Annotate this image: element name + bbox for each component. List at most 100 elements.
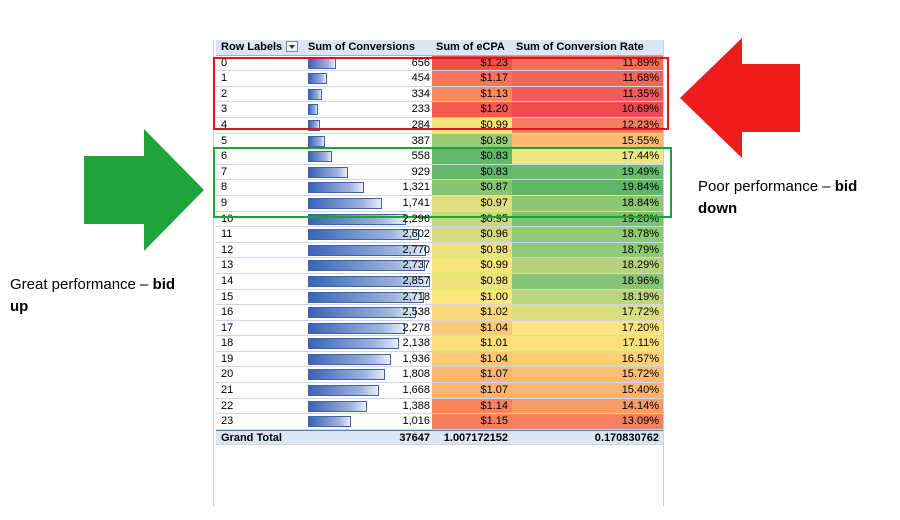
ecpa-cell[interactable]: $0.96 bbox=[432, 227, 512, 242]
conversions-cell[interactable]: 558 bbox=[306, 149, 432, 164]
conversion-rate-cell[interactable]: 18.19% bbox=[512, 289, 663, 305]
ecpa-cell[interactable]: $1.15 bbox=[432, 414, 512, 429]
conversions-cell[interactable]: 2,278 bbox=[306, 321, 432, 336]
hour-label[interactable]: 9 bbox=[221, 196, 228, 209]
conversions-cell[interactable]: 2,296 bbox=[306, 212, 432, 227]
conversion-rate-cell[interactable]: 15.55% bbox=[512, 133, 663, 149]
ecpa-cell[interactable]: $1.04 bbox=[432, 351, 512, 367]
hour-label[interactable]: 6 bbox=[221, 150, 228, 163]
ecpa-cell[interactable]: $1.13 bbox=[432, 86, 512, 102]
conversion-rate-cell[interactable]: 10.69% bbox=[512, 102, 663, 117]
hour-label[interactable]: 5 bbox=[221, 134, 228, 147]
grand-total-conversions[interactable]: 37647 bbox=[399, 431, 430, 444]
hour-label[interactable]: 1 bbox=[221, 72, 228, 85]
hour-label[interactable]: 4 bbox=[221, 118, 228, 131]
conversion-rate-cell[interactable]: 19.49% bbox=[512, 164, 663, 180]
conversions-cell[interactable]: 2,602 bbox=[306, 227, 432, 242]
hour-label[interactable]: 22 bbox=[221, 399, 234, 412]
conversion-rate-cell[interactable]: 19.20% bbox=[512, 211, 663, 227]
conversions-cell[interactable]: 233 bbox=[306, 102, 432, 117]
conversion-rate-cell[interactable]: 18.84% bbox=[512, 195, 663, 211]
ecpa-cell[interactable]: $0.98 bbox=[432, 242, 512, 258]
ecpa-cell[interactable]: $0.87 bbox=[432, 180, 512, 195]
hour-label[interactable]: 21 bbox=[221, 384, 234, 397]
conversion-rate-cell[interactable]: 11.35% bbox=[512, 86, 663, 102]
grand-total-label[interactable]: Grand Total bbox=[221, 431, 282, 444]
hour-label[interactable]: 0 bbox=[221, 56, 228, 69]
conversion-rate-cell[interactable]: 15.40% bbox=[512, 383, 663, 398]
hour-label[interactable]: 17 bbox=[221, 321, 234, 334]
ecpa-cell[interactable]: $0.99 bbox=[432, 258, 512, 273]
grand-total-ecpa[interactable]: 1.007172152 bbox=[443, 431, 508, 444]
ecpa-cell[interactable]: $1.17 bbox=[432, 71, 512, 86]
conversion-rate-header[interactable]: Sum of Conversion Rate bbox=[516, 41, 644, 53]
conversions-cell[interactable]: 1,808 bbox=[306, 367, 432, 382]
conversions-cell[interactable]: 2,538 bbox=[306, 305, 432, 320]
conversions-cell[interactable]: 1,668 bbox=[306, 383, 432, 398]
hour-label[interactable]: 8 bbox=[221, 181, 228, 194]
ecpa-cell[interactable]: $1.02 bbox=[432, 305, 512, 320]
ecpa-cell[interactable]: $0.89 bbox=[432, 133, 512, 149]
hour-label[interactable]: 18 bbox=[221, 337, 234, 350]
hour-label[interactable]: 15 bbox=[221, 290, 234, 303]
conversions-cell[interactable]: 1,388 bbox=[306, 399, 432, 414]
conversions-cell[interactable]: 1,321 bbox=[306, 180, 432, 195]
ecpa-cell[interactable]: $0.95 bbox=[432, 211, 512, 227]
conversions-cell[interactable]: 2,737 bbox=[306, 258, 432, 273]
conversions-cell[interactable]: 387 bbox=[306, 134, 432, 149]
conversions-cell[interactable]: 334 bbox=[306, 87, 432, 102]
ecpa-cell[interactable]: $1.23 bbox=[432, 55, 512, 71]
hour-label[interactable]: 20 bbox=[221, 368, 234, 381]
conversions-cell[interactable]: 2,138 bbox=[306, 336, 432, 351]
ecpa-cell[interactable]: $1.01 bbox=[432, 336, 512, 351]
ecpa-cell[interactable]: $1.20 bbox=[432, 102, 512, 117]
conversions-cell[interactable]: 454 bbox=[306, 71, 432, 86]
filter-dropdown-icon[interactable] bbox=[286, 41, 299, 52]
row-labels-header[interactable]: Row Labels bbox=[216, 40, 306, 55]
hour-label[interactable]: 2 bbox=[221, 87, 228, 100]
conversion-rate-cell[interactable]: 17.11% bbox=[512, 336, 663, 351]
hour-label[interactable]: 11 bbox=[221, 228, 233, 241]
conversions-header[interactable]: Sum of Conversions bbox=[308, 41, 415, 53]
conversion-rate-cell[interactable]: 18.96% bbox=[512, 273, 663, 289]
conversion-rate-cell[interactable]: 17.44% bbox=[512, 149, 663, 164]
ecpa-cell[interactable]: $0.83 bbox=[432, 149, 512, 164]
hour-label[interactable]: 10 bbox=[221, 212, 234, 225]
ecpa-cell[interactable]: $1.00 bbox=[432, 289, 512, 305]
conversions-cell[interactable]: 1,016 bbox=[306, 414, 432, 429]
conversion-rate-cell[interactable]: 17.72% bbox=[512, 305, 663, 320]
ecpa-cell[interactable]: $0.83 bbox=[432, 164, 512, 180]
conversions-cell[interactable]: 284 bbox=[306, 118, 432, 133]
conversion-rate-cell[interactable]: 18.78% bbox=[512, 227, 663, 242]
hour-label[interactable]: 19 bbox=[221, 352, 234, 365]
conversions-cell[interactable]: 2,770 bbox=[306, 243, 432, 258]
hour-label[interactable]: 14 bbox=[221, 274, 234, 287]
conversion-rate-cell[interactable]: 11.68% bbox=[512, 71, 663, 86]
ecpa-cell[interactable]: $1.04 bbox=[432, 320, 512, 336]
conversion-rate-cell[interactable]: 13.09% bbox=[512, 414, 663, 429]
ecpa-cell[interactable]: $0.98 bbox=[432, 273, 512, 289]
ecpa-cell[interactable]: $1.07 bbox=[432, 383, 512, 398]
conversion-rate-cell[interactable]: 18.29% bbox=[512, 258, 663, 273]
hour-label[interactable]: 3 bbox=[221, 103, 228, 116]
hour-label[interactable]: 12 bbox=[221, 243, 234, 256]
conversion-rate-cell[interactable]: 14.14% bbox=[512, 398, 663, 414]
conversion-rate-cell[interactable]: 11.89% bbox=[512, 55, 663, 71]
grand-total-conversion-rate[interactable]: 0.170830762 bbox=[594, 431, 659, 444]
conversion-rate-cell[interactable]: 18.79% bbox=[512, 242, 663, 258]
conversion-rate-cell[interactable]: 15.72% bbox=[512, 367, 663, 383]
conversions-cell[interactable]: 1,741 bbox=[306, 196, 432, 211]
hour-label[interactable]: 16 bbox=[221, 306, 234, 319]
conversions-cell[interactable]: 929 bbox=[306, 165, 432, 180]
ecpa-cell[interactable]: $1.07 bbox=[432, 367, 512, 383]
hour-label[interactable]: 7 bbox=[221, 165, 228, 178]
conversion-rate-cell[interactable]: 17.20% bbox=[512, 320, 663, 336]
conversion-rate-cell[interactable]: 19.84% bbox=[512, 180, 663, 195]
conversions-cell[interactable]: 2,718 bbox=[306, 290, 432, 305]
ecpa-cell[interactable]: $0.97 bbox=[432, 195, 512, 211]
conversion-rate-cell[interactable]: 16.57% bbox=[512, 351, 663, 367]
ecpa-header[interactable]: Sum of eCPA bbox=[436, 41, 505, 53]
hour-label[interactable]: 13 bbox=[221, 259, 234, 272]
conversions-cell[interactable]: 1,936 bbox=[306, 352, 432, 367]
ecpa-cell[interactable]: $1.14 bbox=[432, 398, 512, 414]
